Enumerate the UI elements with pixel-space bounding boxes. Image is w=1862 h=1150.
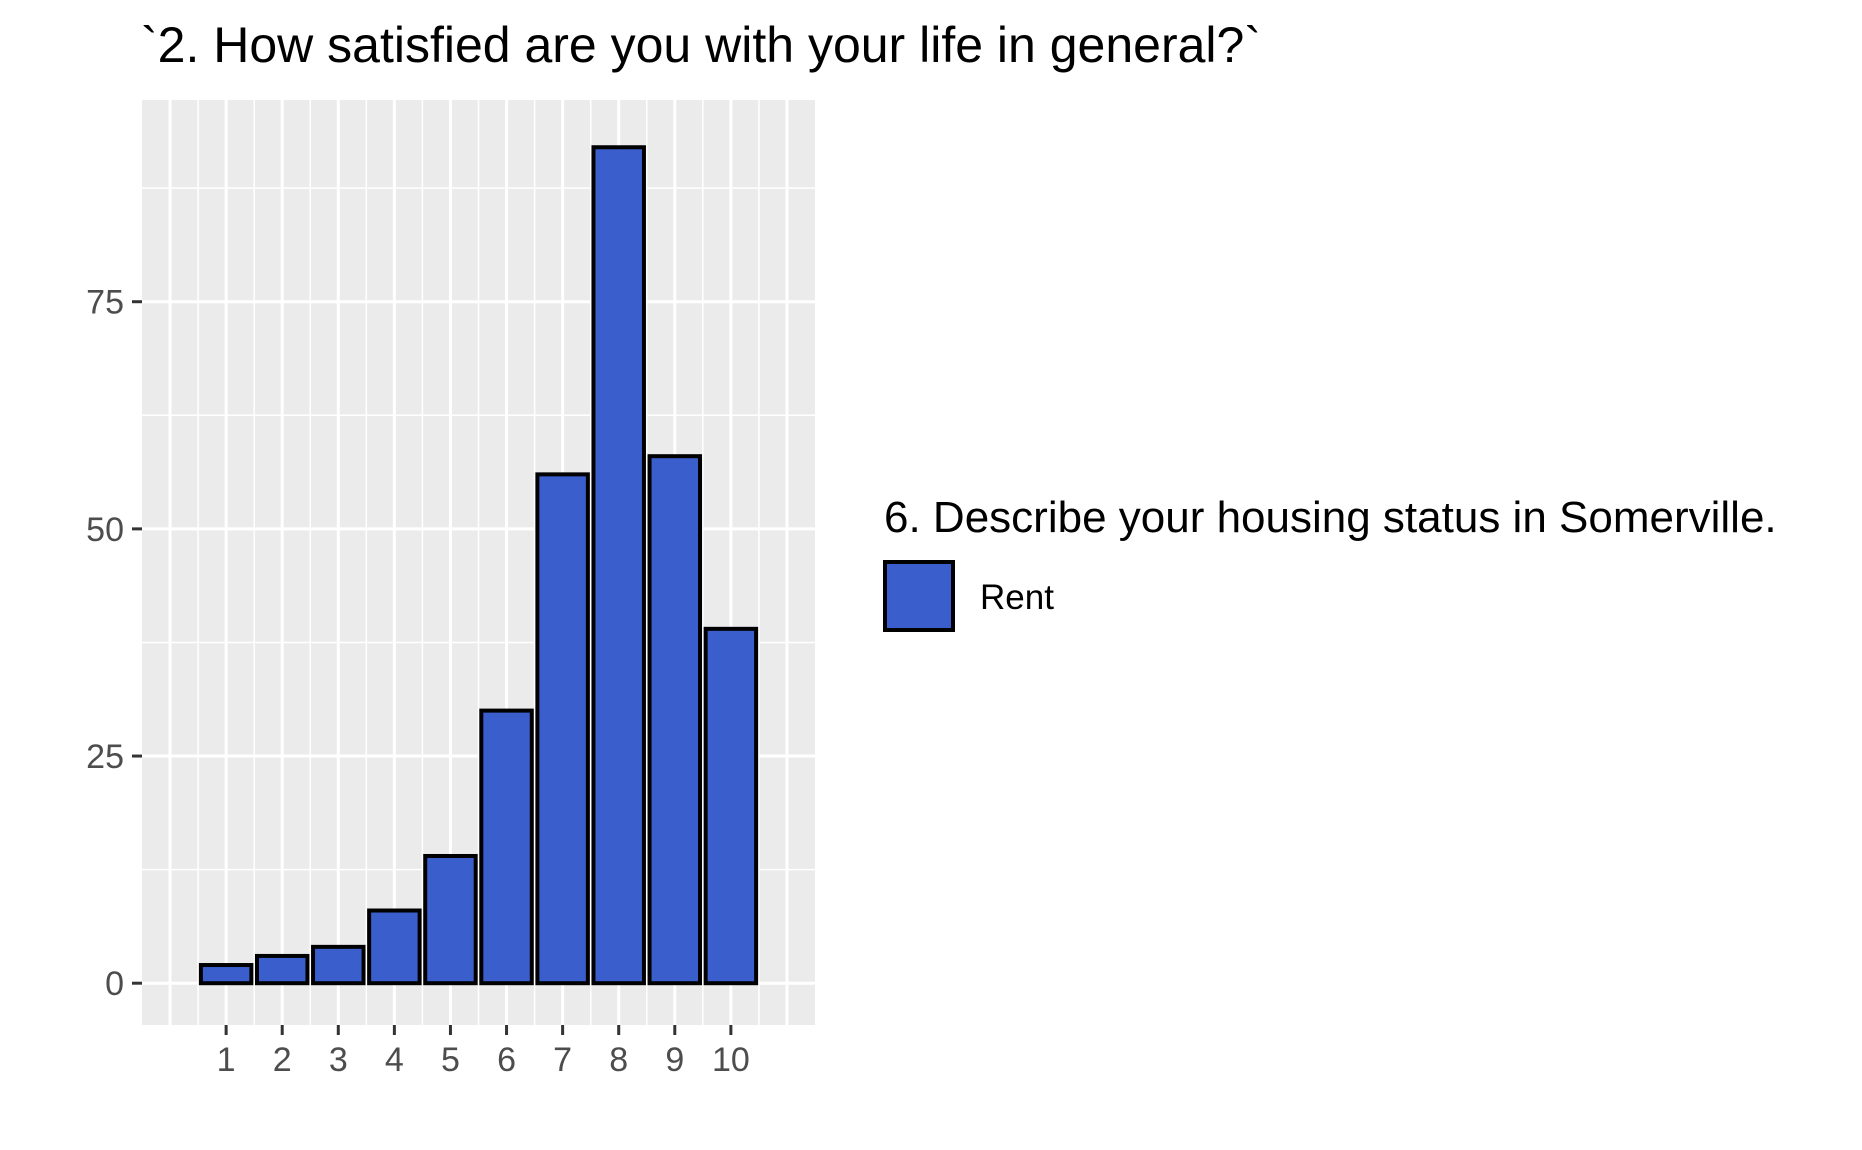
legend-label-rent: Rent: [980, 578, 1054, 617]
bar-9: [647, 454, 703, 986]
x-tick-label: 3: [329, 1041, 348, 1079]
y-tick-label: 0: [105, 965, 124, 1003]
bar-7: [535, 472, 590, 986]
x-tick-label: 6: [497, 1041, 516, 1079]
x-tick-label: 8: [609, 1041, 628, 1079]
y-tick-label: 25: [86, 738, 124, 776]
bar-1: [198, 963, 254, 986]
bar-8: [591, 145, 646, 986]
legend-key-rent: [883, 560, 955, 632]
x-tick-label: 4: [385, 1041, 404, 1079]
y-tick-label: 50: [86, 511, 124, 549]
legend: 6. Describe your housing status in Somer…: [883, 493, 1777, 632]
x-tick-label: 7: [553, 1041, 572, 1079]
bar-5: [423, 853, 478, 986]
y-axis: 0 25 50 75: [86, 284, 142, 1003]
bar-6: [479, 708, 534, 986]
x-tick-label: 9: [665, 1041, 684, 1079]
bars: [198, 145, 759, 986]
chart-title: `2. How satisfied are you with your life…: [141, 17, 1261, 73]
x-tick-label: 10: [712, 1041, 750, 1079]
legend-title: 6. Describe your housing status in Somer…: [884, 493, 1777, 542]
y-tick-label: 75: [86, 284, 124, 322]
x-axis: 1 2 3 4 5 6 7 8 9 10: [217, 1025, 750, 1079]
x-tick-label: 1: [217, 1041, 236, 1079]
bar-2: [254, 953, 310, 986]
bar-4: [367, 908, 422, 986]
bar-10: [703, 626, 759, 986]
bar-3: [311, 944, 366, 986]
x-tick-label: 2: [273, 1041, 292, 1079]
x-tick-label: 5: [441, 1041, 460, 1079]
